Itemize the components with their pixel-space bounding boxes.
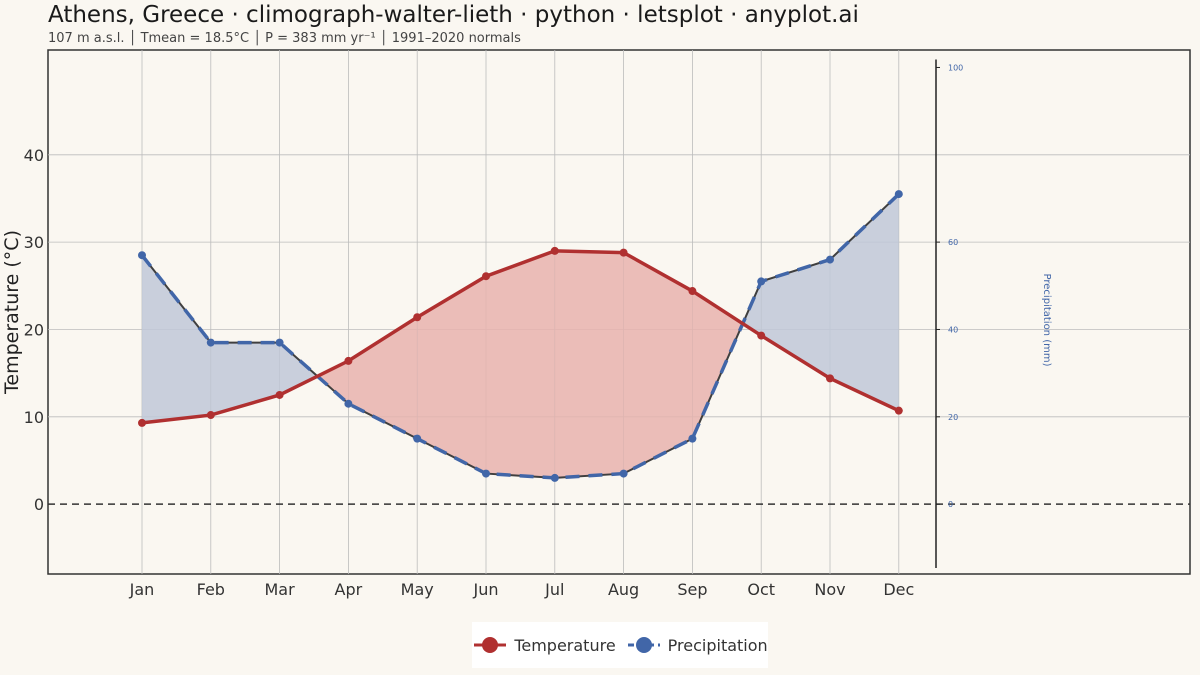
temperature-point	[275, 390, 284, 399]
precipitation-point	[275, 338, 284, 347]
temperature-point	[619, 248, 628, 257]
month-tick-label: Aug	[608, 580, 639, 599]
temperature-point	[138, 418, 146, 427]
legend-item-temperature: Temperature	[472, 635, 616, 655]
temperature-tick-label: 30	[24, 233, 44, 252]
precipitation-point	[138, 251, 146, 260]
precipitation-tick-label: 0	[948, 500, 953, 509]
temperature-point	[344, 356, 353, 365]
temperature-legend-key	[474, 637, 507, 653]
arid-fill	[554, 250, 624, 478]
month-tick-label: Jul	[544, 580, 564, 599]
right-axis-label: Precipitation (mm)	[1041, 274, 1052, 367]
month-tick-label: Feb	[197, 580, 225, 599]
month-tick-label: Nov	[814, 580, 845, 599]
precipitation-point	[826, 255, 834, 264]
humid-fill	[279, 342, 318, 395]
month-axis-ticks: Jan Feb Mar Apr May Jun Jul Aug Sep Oct Nov Dec	[129, 580, 915, 599]
chart-subtitle: 107 m a.s.l. │ Tmean = 18.5°C │ P = 383 …	[48, 31, 521, 46]
humid-fill	[210, 342, 280, 416]
legend-item-precipitation: Precipitation	[626, 635, 768, 655]
month-tick-label: Jan	[129, 580, 155, 599]
precipitation-point	[344, 399, 353, 408]
month-tick-label: Dec	[883, 580, 914, 599]
precipitation-point	[206, 338, 215, 347]
temperature-axis-ticks: 0 10 20 30 40	[24, 146, 44, 514]
arid-fill	[348, 317, 418, 439]
temperature-point	[482, 272, 490, 281]
precipitation-point	[619, 469, 628, 478]
temperature-point	[894, 406, 903, 415]
precipitation-point	[550, 473, 559, 482]
temperature-point	[757, 331, 766, 340]
arid-fill	[417, 276, 486, 474]
temperature-tick-label: 0	[34, 495, 44, 514]
legend-label-precipitation: Precipitation	[667, 635, 768, 655]
chart-title: Athens, Greece · climograph-walter-lieth…	[48, 2, 859, 28]
precipitation-tick-label: 60	[948, 238, 958, 247]
precipitation-line	[140, 192, 901, 480]
month-tick-label: Oct	[747, 580, 775, 599]
precipitation-point	[482, 469, 490, 478]
month-tick-label: Jun	[473, 580, 499, 599]
temperature-tick-label: 20	[24, 320, 44, 339]
temperature-point	[826, 374, 834, 383]
temperature-point	[413, 313, 422, 322]
temperature-point	[688, 287, 697, 296]
month-tick-label: May	[401, 580, 434, 599]
humid-fill	[742, 281, 762, 336]
precipitation-point	[688, 434, 697, 443]
month-tick-label: Mar	[265, 580, 296, 599]
arid-fill	[486, 250, 555, 478]
humid-fill	[830, 194, 899, 411]
precipitation-legend-key	[627, 637, 660, 653]
fill-areas	[141, 193, 900, 479]
legend-label-temperature: Temperature	[514, 635, 616, 655]
legend: Temperature Precipitation	[472, 622, 768, 668]
humid-fill	[142, 255, 211, 423]
temperature-tick-label: 40	[24, 146, 44, 165]
temperature-point	[206, 411, 215, 420]
temperature-line	[141, 249, 900, 425]
precipitation-tick-label: 100	[948, 63, 963, 72]
series-lines	[138, 190, 903, 482]
temperature-point	[550, 246, 559, 255]
precipitation-point	[413, 434, 422, 443]
precipitation-tick-label: 20	[948, 413, 958, 422]
arid-fill	[623, 252, 693, 474]
humid-fill	[761, 259, 830, 379]
y-axis-label: Temperature (°C)	[1, 230, 23, 395]
month-tick-label: Apr	[335, 580, 363, 599]
arid-fill	[317, 360, 349, 404]
precipitation-point	[894, 190, 903, 199]
arid-fill	[692, 291, 743, 439]
precipitation-tick-label: 40	[948, 325, 958, 334]
precipitation-axis: 0 20 40 60 100	[935, 59, 963, 568]
month-tick-label: Sep	[677, 580, 707, 599]
precipitation-point	[757, 277, 766, 286]
temperature-tick-label: 10	[24, 408, 44, 427]
